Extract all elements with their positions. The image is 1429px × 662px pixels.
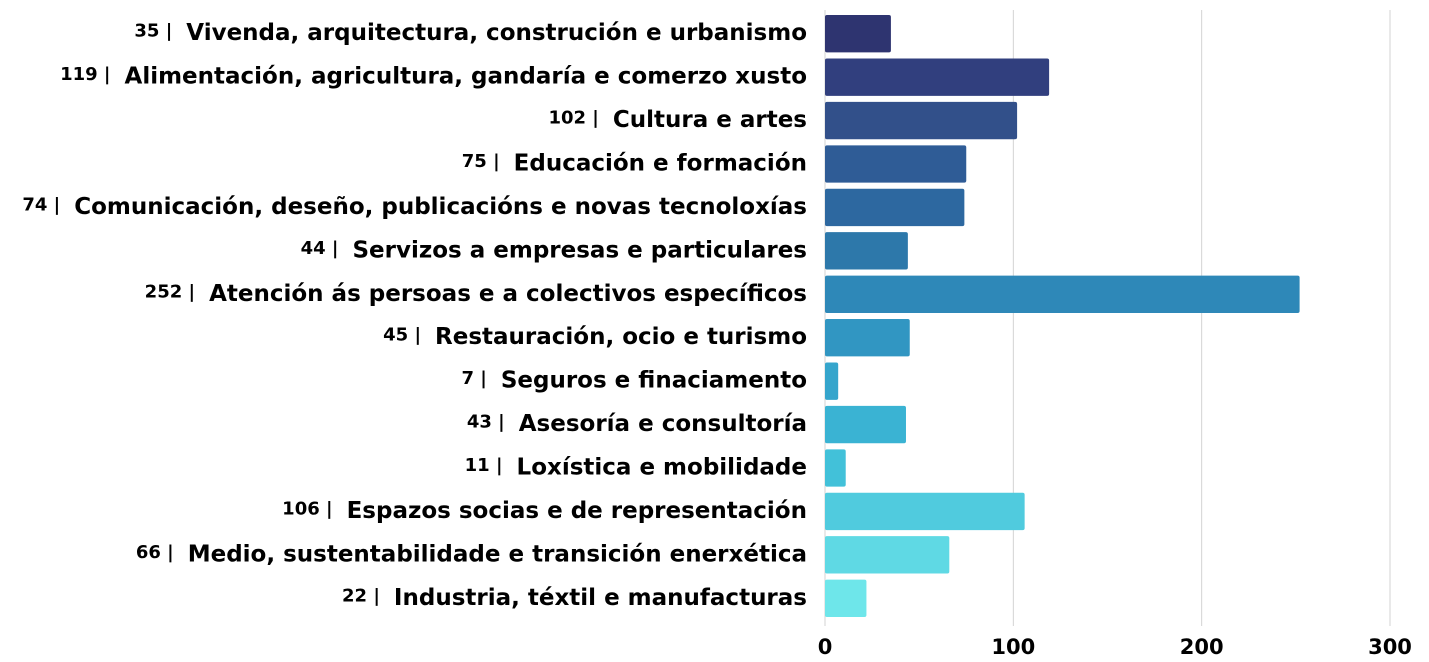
- bar: [825, 58, 1050, 96]
- x-tick-label: 0: [818, 635, 833, 659]
- x-tick-label: 100: [991, 635, 1035, 659]
- category-label: Seguros e finaciamento: [501, 368, 807, 394]
- category-label: Vivenda, arquitectura, construción e urb…: [186, 20, 807, 46]
- bar: [825, 492, 1025, 531]
- value-label: 43 |: [467, 412, 505, 433]
- category-label: Cultura e artes: [613, 107, 807, 133]
- value-label: 75 |: [462, 151, 500, 172]
- value-label: 106 |: [282, 498, 332, 519]
- value-label: 22 |: [342, 585, 380, 606]
- bar: [825, 232, 908, 270]
- bar: [825, 536, 950, 574]
- x-tick-label: 200: [1180, 635, 1224, 659]
- bar: [825, 188, 965, 227]
- bar: [825, 362, 839, 400]
- value-label: 7 |: [461, 368, 486, 389]
- bar: [825, 15, 891, 53]
- category-label: Loxística e mobilidade: [517, 455, 807, 481]
- value-label: 45 |: [383, 325, 421, 346]
- category-label: Educación e formación: [514, 151, 807, 177]
- category-label: Comunicación, deseño, publicacións e nov…: [74, 194, 807, 220]
- category-label: Medio, sustentabilidade e transición ene…: [188, 541, 807, 567]
- category-label: Industria, téxtil e manufacturas: [394, 585, 807, 611]
- value-label: 66 |: [136, 542, 174, 563]
- bar: [825, 579, 867, 617]
- category-label: Servizos a empresas e particulares: [352, 237, 807, 263]
- category-label: Alimentación, agricultura, gandaría e co…: [125, 64, 807, 90]
- value-label: 102 |: [548, 108, 598, 129]
- bar: [825, 405, 906, 444]
- bar: [825, 275, 1300, 313]
- category-label: Asesoría e consultoría: [519, 411, 807, 437]
- value-label: 35 |: [134, 21, 172, 42]
- bar: [825, 449, 846, 487]
- category-label: Atención ás persoas e a colectivos espec…: [209, 281, 807, 307]
- bar: [825, 101, 1018, 140]
- value-label: 44 |: [301, 238, 339, 259]
- bar: [825, 145, 967, 183]
- value-label: 119 |: [60, 64, 110, 85]
- value-label: 11 |: [465, 455, 503, 476]
- category-label: Espazos socias e de representación: [347, 498, 807, 524]
- value-label: 252 |: [145, 281, 195, 302]
- x-tick-label: 300: [1368, 635, 1412, 659]
- value-label: 74 |: [22, 194, 60, 215]
- bar: [825, 319, 910, 357]
- category-label: Restauración, ocio e turismo: [435, 324, 807, 350]
